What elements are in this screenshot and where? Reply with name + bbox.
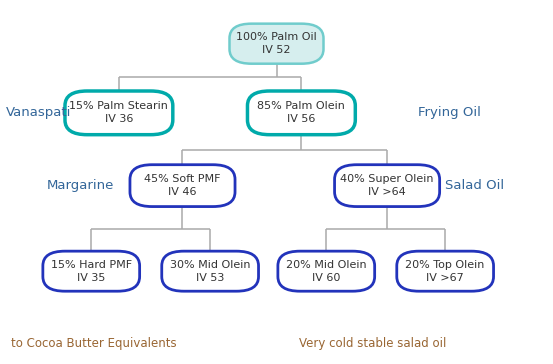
Text: 20% Top Olein
IV >67: 20% Top Olein IV >67	[405, 260, 485, 283]
Text: 100% Palm Oil
IV 52: 100% Palm Oil IV 52	[236, 32, 317, 55]
Text: 85% Palm Olein
IV 56: 85% Palm Olein IV 56	[258, 101, 345, 124]
Text: 15% Hard PMF
IV 35: 15% Hard PMF IV 35	[51, 260, 132, 283]
Text: to Cocoa Butter Equivalents: to Cocoa Butter Equivalents	[11, 337, 177, 351]
FancyBboxPatch shape	[130, 165, 235, 206]
Text: 15% Palm Stearin
IV 36: 15% Palm Stearin IV 36	[70, 101, 168, 124]
FancyBboxPatch shape	[335, 165, 440, 206]
FancyBboxPatch shape	[65, 91, 173, 135]
Text: 45% Soft PMF
IV 46: 45% Soft PMF IV 46	[144, 174, 221, 197]
Text: Frying Oil: Frying Oil	[418, 106, 481, 119]
FancyBboxPatch shape	[161, 251, 258, 291]
FancyBboxPatch shape	[43, 251, 139, 291]
Text: Margarine: Margarine	[47, 179, 114, 192]
Text: Salad Oil: Salad Oil	[445, 179, 504, 192]
Text: 30% Mid Olein
IV 53: 30% Mid Olein IV 53	[170, 260, 251, 283]
Text: Very cold stable salad oil: Very cold stable salad oil	[299, 337, 446, 351]
FancyBboxPatch shape	[278, 251, 374, 291]
Text: Vanaspati: Vanaspati	[6, 106, 71, 119]
Text: 40% Super Olein
IV >64: 40% Super Olein IV >64	[340, 174, 434, 197]
Text: 20% Mid Olein
IV 60: 20% Mid Olein IV 60	[286, 260, 367, 283]
FancyBboxPatch shape	[248, 91, 356, 135]
FancyBboxPatch shape	[397, 251, 494, 291]
FancyBboxPatch shape	[229, 24, 324, 64]
